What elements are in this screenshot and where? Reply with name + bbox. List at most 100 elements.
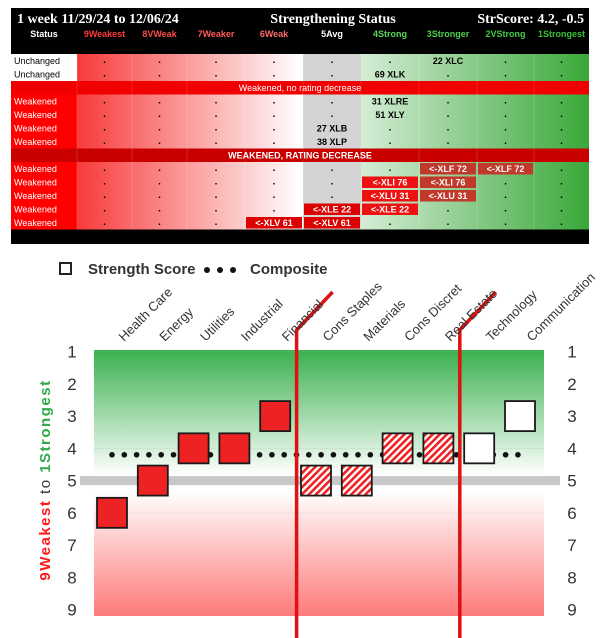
status-label: Weakened xyxy=(14,164,57,174)
empty-cell-dot: . xyxy=(331,177,334,188)
composite-dot xyxy=(306,451,312,458)
empty-cell-dot: . xyxy=(215,217,218,228)
empty-cell-dot: . xyxy=(103,136,106,147)
strength-score-box xyxy=(463,432,496,465)
category-label: Energy xyxy=(156,304,196,344)
move-cell xyxy=(420,163,476,175)
table-status-title: Strengthening Status xyxy=(270,12,396,27)
status-label: Unchanged xyxy=(14,70,60,80)
y-tick-right: 4 xyxy=(567,439,576,458)
table-col-header: 4Strong xyxy=(373,29,407,39)
empty-cell-dot: . xyxy=(560,136,563,147)
empty-cell-dot: . xyxy=(560,204,563,215)
y-tick-left: 5 xyxy=(67,472,76,491)
empty-cell-dot: . xyxy=(273,123,276,134)
empty-cell-dot: . xyxy=(560,190,563,201)
empty-cell-dot: . xyxy=(560,55,563,66)
move-label: <-XLU 31 xyxy=(371,191,410,201)
composite-dot xyxy=(170,451,177,458)
empty-cell-dot: . xyxy=(215,123,218,134)
empty-cell-dot: . xyxy=(504,217,507,228)
empty-cell-dot: . xyxy=(158,96,161,107)
strength-chart: Strength Score Composite Health CareEner… xyxy=(37,261,598,638)
strength-score-box xyxy=(504,400,536,432)
move-cell xyxy=(246,217,302,229)
y-tick-left: 2 xyxy=(67,375,76,394)
status-label: Weakened xyxy=(14,110,57,120)
table-footer-row xyxy=(11,229,589,244)
empty-cell-dot: . xyxy=(273,204,276,215)
move-cell xyxy=(420,190,476,202)
move-cell xyxy=(362,176,418,188)
sector-divider-line xyxy=(458,290,498,638)
empty-cell-dot: . xyxy=(215,55,218,66)
empty-cell-dot: . xyxy=(389,136,392,147)
empty-cell-dot: . xyxy=(504,136,507,147)
composite-dot xyxy=(121,451,128,458)
status-label: Weakened xyxy=(14,178,57,188)
empty-cell-dot: . xyxy=(215,204,218,215)
composite-dot xyxy=(146,451,152,458)
table-strscore: StrScore: 4.2, -0.5 xyxy=(477,12,584,27)
y-tick-right: 3 xyxy=(567,407,576,426)
empty-cell-dot: . xyxy=(273,69,276,80)
composite-dot xyxy=(256,451,263,458)
empty-cell-dot: . xyxy=(504,55,507,66)
y-tick-left: 8 xyxy=(67,568,76,587)
empty-cell-dot: . xyxy=(331,69,334,80)
strength-score-box xyxy=(259,400,292,432)
move-label: <-XLF 72 xyxy=(487,164,525,174)
empty-cell-dot: . xyxy=(560,177,563,188)
y-axis-label: 9Weakest to 1Strongest xyxy=(37,379,54,580)
status-label: Weakened xyxy=(14,137,57,147)
empty-cell-dot: . xyxy=(215,96,218,107)
y-label-weakest: 9Weakest xyxy=(37,500,54,581)
legend-composite: Composite xyxy=(250,261,328,278)
status-cell xyxy=(11,162,77,176)
sector-dividers xyxy=(294,290,498,638)
status-label: Weakened xyxy=(14,191,57,201)
status-table-graphic: 1 week 11/29/24 to 12/06/24 Strengthenin… xyxy=(11,12,589,244)
y-label-to: to xyxy=(37,473,54,500)
empty-cell-dot: . xyxy=(215,136,218,147)
empty-cell-dot: . xyxy=(103,69,106,80)
empty-cell-dot: . xyxy=(158,69,161,80)
empty-cell-dot: . xyxy=(103,217,106,228)
avg-unchanged-label: Unchanged xyxy=(309,41,355,51)
empty-cell-dot: . xyxy=(103,55,106,66)
status-cell xyxy=(11,216,77,230)
strength-score-box xyxy=(136,464,169,497)
table-col-header: 2VStrong xyxy=(485,29,525,39)
y-tick-right: 6 xyxy=(567,504,576,523)
sector-score-label: 69 XLK xyxy=(375,70,406,80)
strength-score-box xyxy=(422,432,455,465)
empty-cell-dot: . xyxy=(504,109,507,120)
move-label: <-XLF 72 xyxy=(429,164,467,174)
empty-cell-dot: . xyxy=(273,55,276,66)
status-cell xyxy=(11,135,77,149)
table-period-title: 1 week 11/29/24 to 12/06/24 xyxy=(17,12,179,27)
composite-dot xyxy=(330,451,337,458)
status-cell xyxy=(11,189,77,203)
empty-cell-dot: . xyxy=(273,163,276,174)
empty-cell-dot: . xyxy=(331,55,334,66)
empty-cell-dot: . xyxy=(103,163,106,174)
y-tick-left: 1 xyxy=(67,343,76,362)
empty-cell-dot: . xyxy=(158,163,161,174)
empty-cell-dot: . xyxy=(504,177,507,188)
empty-cell-dot: . xyxy=(158,204,161,215)
move-label: <-XLE 22 xyxy=(313,205,351,215)
empty-cell-dot: . xyxy=(103,190,106,201)
empty-cell-dot: . xyxy=(389,123,392,134)
y-tick-right: 8 xyxy=(567,568,576,587)
composite-dot xyxy=(281,451,288,458)
move-label: <-XLE 22 xyxy=(371,205,409,215)
empty-cell-dot: . xyxy=(560,69,563,80)
empty-cell-dot: . xyxy=(158,177,161,188)
weakened-no-decrease-band xyxy=(11,81,589,95)
y-axis-title: 9Weakest to 1Strongest xyxy=(37,379,54,580)
y-tick-left: 7 xyxy=(67,536,76,555)
move-label: <-XLI 76 xyxy=(373,178,408,188)
composite-dot xyxy=(453,451,460,458)
